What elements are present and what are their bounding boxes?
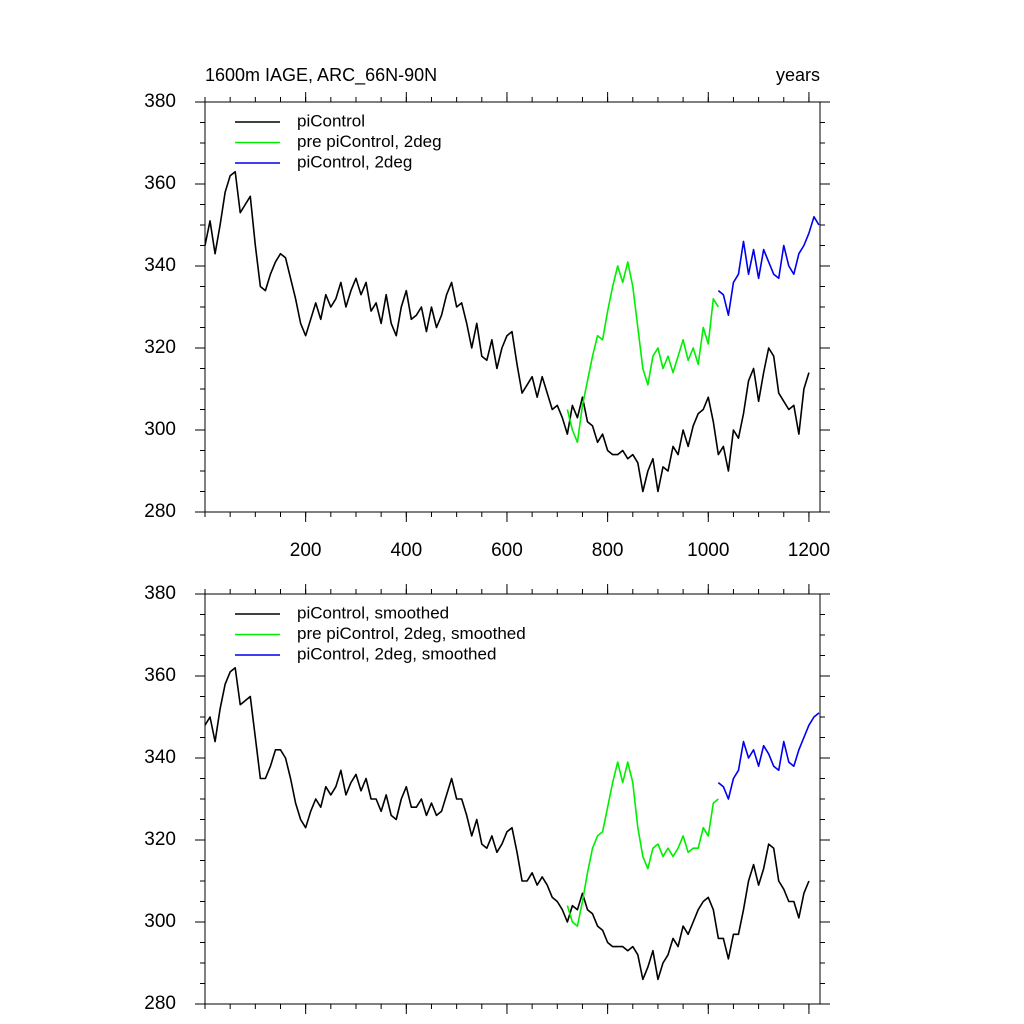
chart-title: 1600m IAGE, ARC_66N-90N bbox=[205, 65, 437, 86]
y-tick-label: 340 bbox=[144, 747, 176, 768]
legend-label: piControl, 2deg, smoothed bbox=[297, 644, 496, 663]
legend-label: piControl bbox=[297, 111, 365, 130]
y-tick-label: 340 bbox=[144, 255, 176, 276]
legend-label: piControl, smoothed bbox=[297, 603, 449, 622]
y-tick-label: 380 bbox=[144, 91, 176, 112]
legend-label: pre piControl, 2deg, smoothed bbox=[297, 624, 526, 643]
y-tick-label: 360 bbox=[144, 173, 176, 194]
y-tick-label: 360 bbox=[144, 665, 176, 686]
x-tick-label: 1000 bbox=[687, 540, 729, 561]
y-tick-label: 380 bbox=[144, 583, 176, 604]
x-tick-label: 400 bbox=[390, 540, 422, 561]
x-tick-label: 600 bbox=[491, 540, 523, 561]
x-tick-label: 200 bbox=[290, 540, 322, 561]
y-tick-label: 320 bbox=[144, 829, 176, 850]
legend-label: pre piControl, 2deg bbox=[297, 132, 442, 151]
data-line bbox=[204, 667, 810, 981]
x-tick-label: 800 bbox=[592, 540, 624, 561]
legend-label: piControl, 2deg bbox=[297, 152, 412, 171]
data-line bbox=[717, 712, 820, 800]
y-tick-label: 300 bbox=[144, 911, 176, 932]
data-line bbox=[204, 170, 810, 493]
data-line bbox=[566, 261, 720, 444]
y-tick-label: 320 bbox=[144, 337, 176, 358]
x-tick-label: 1200 bbox=[788, 540, 830, 561]
y-tick-label: 280 bbox=[144, 501, 176, 522]
y-tick-label: 280 bbox=[144, 993, 176, 1014]
y-tick-label: 300 bbox=[144, 419, 176, 440]
data-line bbox=[566, 761, 719, 927]
right-title: years bbox=[776, 65, 820, 85]
data-line bbox=[717, 216, 820, 316]
